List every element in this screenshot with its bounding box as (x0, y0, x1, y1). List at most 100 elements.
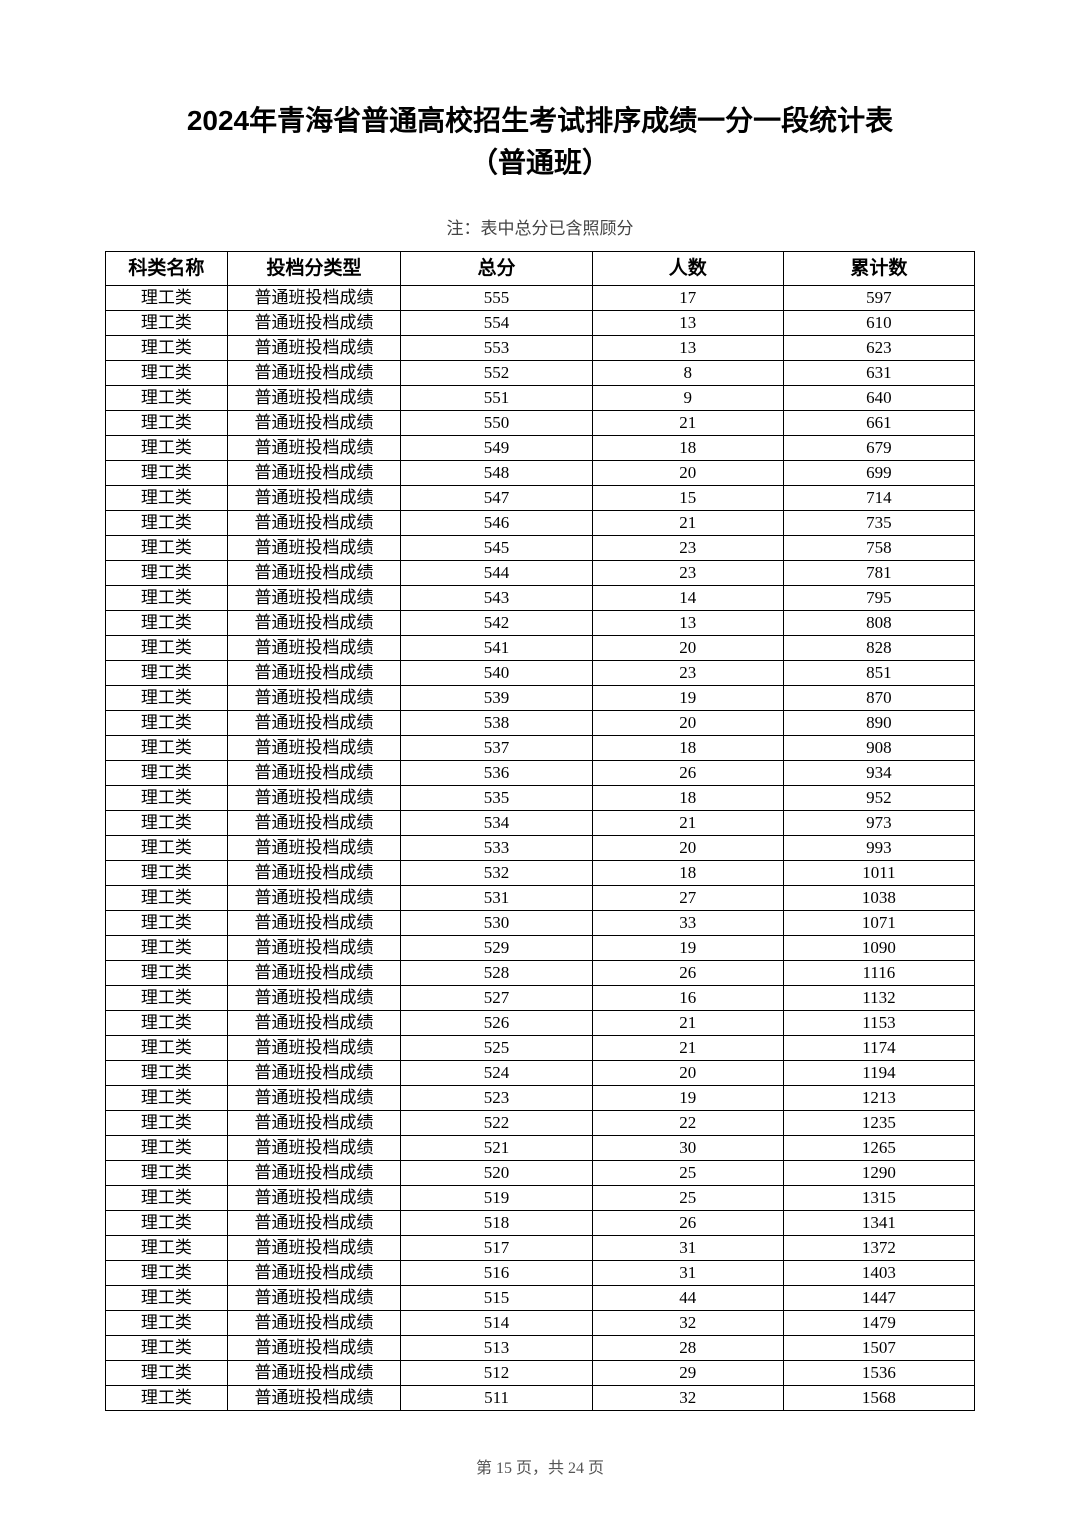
cell-category: 理工类 (106, 861, 228, 886)
cell-cumulative: 631 (783, 361, 974, 386)
cell-cumulative: 1153 (783, 1011, 974, 1036)
cell-score: 528 (401, 961, 592, 986)
cell-score: 517 (401, 1236, 592, 1261)
th-count: 人数 (592, 252, 783, 286)
table-row: 理工类普通班投档成绩55021661 (106, 411, 975, 436)
cell-count: 20 (592, 461, 783, 486)
cell-category: 理工类 (106, 661, 228, 686)
cell-cumulative: 1038 (783, 886, 974, 911)
cell-count: 23 (592, 536, 783, 561)
cell-type: 普通班投档成绩 (227, 1311, 401, 1336)
page-footer: 第 15 页，共 24 页 (0, 1454, 1080, 1478)
cell-count: 32 (592, 1311, 783, 1336)
cell-cumulative: 1194 (783, 1061, 974, 1086)
table-row: 理工类普通班投档成绩54621735 (106, 511, 975, 536)
cell-score: 539 (401, 686, 592, 711)
cell-cumulative: 993 (783, 836, 974, 861)
cell-cumulative: 1116 (783, 961, 974, 986)
table-row: 理工类普通班投档成绩522221235 (106, 1111, 975, 1136)
cell-type: 普通班投档成绩 (227, 586, 401, 611)
cell-type: 普通班投档成绩 (227, 1011, 401, 1036)
cell-cumulative: 1290 (783, 1161, 974, 1186)
cell-type: 普通班投档成绩 (227, 861, 401, 886)
cell-category: 理工类 (106, 1136, 228, 1161)
cell-cumulative: 714 (783, 486, 974, 511)
cell-cumulative: 1132 (783, 986, 974, 1011)
table-row: 理工类普通班投档成绩517311372 (106, 1236, 975, 1261)
cell-type: 普通班投档成绩 (227, 1386, 401, 1411)
cell-category: 理工类 (106, 411, 228, 436)
table-row: 理工类普通班投档成绩54523758 (106, 536, 975, 561)
table-row: 理工类普通班投档成绩514321479 (106, 1311, 975, 1336)
table-row: 理工类普通班投档成绩513281507 (106, 1336, 975, 1361)
table-row: 理工类普通班投档成绩524201194 (106, 1061, 975, 1086)
cell-count: 25 (592, 1161, 783, 1186)
cell-score: 540 (401, 661, 592, 686)
cell-type: 普通班投档成绩 (227, 561, 401, 586)
cell-category: 理工类 (106, 1161, 228, 1186)
cell-type: 普通班投档成绩 (227, 511, 401, 536)
cell-score: 522 (401, 1111, 592, 1136)
cell-type: 普通班投档成绩 (227, 1336, 401, 1361)
cell-score: 555 (401, 286, 592, 311)
cell-category: 理工类 (106, 586, 228, 611)
table-row: 理工类普通班投档成绩55313623 (106, 336, 975, 361)
th-score: 总分 (401, 252, 592, 286)
table-row: 理工类普通班投档成绩530331071 (106, 911, 975, 936)
cell-type: 普通班投档成绩 (227, 436, 401, 461)
cell-category: 理工类 (106, 636, 228, 661)
cell-count: 8 (592, 361, 783, 386)
cell-score: 542 (401, 611, 592, 636)
cell-category: 理工类 (106, 986, 228, 1011)
cell-type: 普通班投档成绩 (227, 986, 401, 1011)
cell-category: 理工类 (106, 311, 228, 336)
cell-count: 33 (592, 911, 783, 936)
cell-category: 理工类 (106, 961, 228, 986)
cell-score: 524 (401, 1061, 592, 1086)
th-cumulative: 累计数 (783, 252, 974, 286)
cell-type: 普通班投档成绩 (227, 686, 401, 711)
cell-category: 理工类 (106, 886, 228, 911)
table-row: 理工类普通班投档成绩54314795 (106, 586, 975, 611)
cell-cumulative: 1341 (783, 1211, 974, 1236)
cell-type: 普通班投档成绩 (227, 1061, 401, 1086)
cell-count: 21 (592, 1036, 783, 1061)
table-row: 理工类普通班投档成绩521301265 (106, 1136, 975, 1161)
cell-type: 普通班投档成绩 (227, 1236, 401, 1261)
cell-cumulative: 699 (783, 461, 974, 486)
cell-type: 普通班投档成绩 (227, 1161, 401, 1186)
cell-score: 541 (401, 636, 592, 661)
cell-count: 19 (592, 936, 783, 961)
cell-score: 552 (401, 361, 592, 386)
table-row: 理工类普通班投档成绩529191090 (106, 936, 975, 961)
table-row: 理工类普通班投档成绩53820890 (106, 711, 975, 736)
cell-count: 30 (592, 1136, 783, 1161)
cell-cumulative: 851 (783, 661, 974, 686)
cell-type: 普通班投档成绩 (227, 1136, 401, 1161)
table-row: 理工类普通班投档成绩527161132 (106, 986, 975, 1011)
table-row: 理工类普通班投档成绩5519640 (106, 386, 975, 411)
cell-category: 理工类 (106, 611, 228, 636)
cell-cumulative: 1265 (783, 1136, 974, 1161)
cell-category: 理工类 (106, 436, 228, 461)
score-table: 科类名称 投档分类型 总分 人数 累计数 理工类普通班投档成绩55517597理… (105, 251, 975, 1411)
cell-score: 543 (401, 586, 592, 611)
th-category: 科类名称 (106, 252, 228, 286)
cell-type: 普通班投档成绩 (227, 786, 401, 811)
title-line-1: 2024年青海省普通高校招生考试排序成绩一分一段统计表 (187, 105, 893, 136)
cell-cumulative: 795 (783, 586, 974, 611)
cell-score: 529 (401, 936, 592, 961)
cell-cumulative: 1447 (783, 1286, 974, 1311)
cell-type: 普通班投档成绩 (227, 286, 401, 311)
cell-cumulative: 1315 (783, 1186, 974, 1211)
cell-count: 23 (592, 561, 783, 586)
cell-count: 13 (592, 611, 783, 636)
table-body: 理工类普通班投档成绩55517597理工类普通班投档成绩55413610理工类普… (106, 286, 975, 1411)
cell-type: 普通班投档成绩 (227, 736, 401, 761)
cell-type: 普通班投档成绩 (227, 1186, 401, 1211)
cell-cumulative: 870 (783, 686, 974, 711)
cell-type: 普通班投档成绩 (227, 411, 401, 436)
cell-cumulative: 758 (783, 536, 974, 561)
cell-category: 理工类 (106, 361, 228, 386)
cell-type: 普通班投档成绩 (227, 1111, 401, 1136)
